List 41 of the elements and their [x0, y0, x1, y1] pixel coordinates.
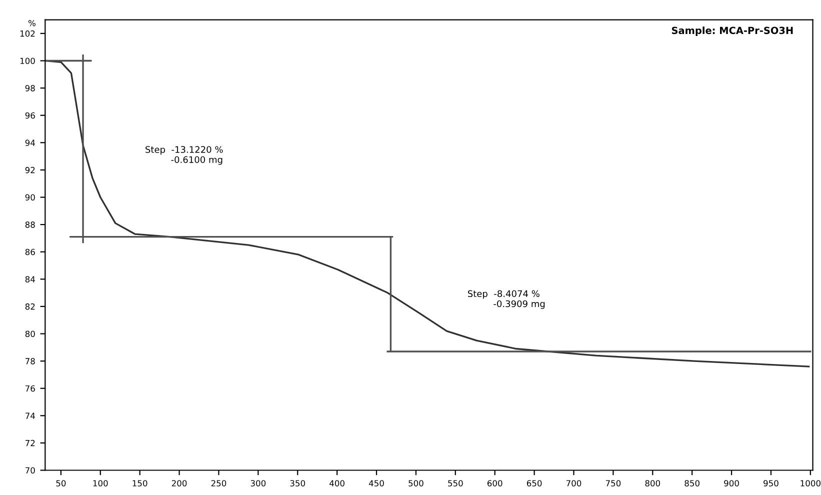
x-tick-label: 250	[211, 480, 226, 486]
y-tick-label: 72	[26, 440, 35, 446]
y-tick-label: 92	[25, 166, 35, 174]
x-tick-label: 50	[56, 480, 66, 486]
x-tick-label: 100	[93, 480, 108, 486]
annotation: Step -13.1220 % -0.6100 mg	[146, 146, 223, 165]
x-tick-label: 500	[408, 480, 424, 486]
x-tick-label: 400	[330, 480, 344, 486]
x-tick-label: 300	[250, 480, 266, 486]
y-tick-label: 102	[20, 30, 35, 37]
x-tick-label: 700	[566, 480, 582, 486]
y-tick-label: 84	[25, 276, 35, 282]
x-tick-label: 1000	[800, 480, 820, 486]
y-tick-label: 90	[25, 194, 35, 201]
y-tick-label: 94	[25, 140, 35, 146]
x-tick-label: 800	[645, 480, 660, 486]
y-tick-label: 98	[25, 85, 35, 92]
x-tick-label: 550	[448, 480, 463, 486]
x-tick-label: 650	[526, 480, 542, 486]
text: Sample: MCA-Pr-SO3H	[672, 26, 793, 36]
y-tick-label: 74	[26, 412, 35, 419]
x-tick-label: 850	[684, 480, 700, 486]
y-tick-label: 76	[26, 385, 35, 392]
y-tick-label: 96	[25, 112, 35, 119]
y-axis-title: %	[28, 20, 36, 26]
x-tick-label: 950	[764, 480, 778, 486]
x-tick-label: 750	[606, 480, 621, 486]
y-tick-label: 100	[20, 58, 35, 64]
y-tick-label: 78	[26, 358, 35, 364]
y-tick-label: 70	[26, 467, 35, 474]
x-tick-label: 450	[368, 480, 384, 486]
x-tick-label: 350	[290, 480, 306, 486]
x-tick-label: 900	[724, 480, 739, 486]
x-tick-label: 200	[172, 480, 187, 486]
x-tick-label: 150	[132, 480, 148, 486]
y-tick-label: 86	[25, 248, 35, 256]
y-tick-label: 80	[25, 330, 35, 338]
annotation: Step -8.4074 % -0.3909 mg	[468, 290, 545, 309]
y-tick-label: 82	[25, 303, 35, 310]
y-tick-label: 88	[25, 222, 35, 228]
x-tick-label: 600	[487, 480, 502, 486]
